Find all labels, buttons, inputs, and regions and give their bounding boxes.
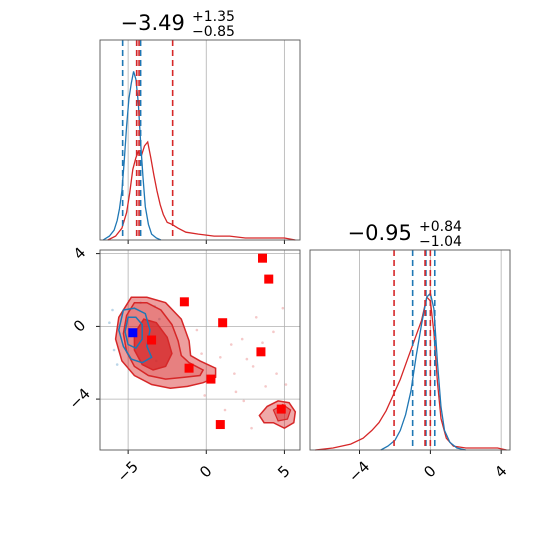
x-marginal-frame <box>99 39 301 241</box>
red-contour-inner <box>133 318 173 371</box>
red-square-marker-4 <box>147 335 157 345</box>
red-square-marker-2 <box>258 253 267 263</box>
y-tick-label: 4 <box>70 244 89 263</box>
red-sample-point-3 <box>251 365 255 368</box>
y-title-main: −0.95 <box>348 221 412 245</box>
red-sample-point-12 <box>234 390 238 394</box>
red-square-marker-1 <box>218 318 228 328</box>
blue-sample-point-6 <box>115 363 119 366</box>
red-sample-point-6 <box>254 315 258 319</box>
blue-sample-point-0 <box>111 308 114 312</box>
y-tick-label: −4 <box>65 385 93 413</box>
red-sample-point-18 <box>250 426 253 430</box>
x-tick-label: −5 <box>114 457 142 485</box>
x-marginal-histogram-panel <box>99 39 301 244</box>
joint-distribution-panel <box>96 249 301 454</box>
x-tick-label: 0 <box>196 462 215 481</box>
blue-sample-point-4 <box>108 321 111 325</box>
red-sample-point-8 <box>195 328 199 332</box>
red-sample-point-10 <box>264 385 267 388</box>
y-tick-label: 0 <box>70 316 89 335</box>
y-marginal-histogram-panel <box>309 249 511 454</box>
y-title-sup: +0.84 <box>419 219 462 235</box>
red-sample-point-7 <box>281 306 285 310</box>
y-marginal-tick-label: 0 <box>420 462 439 481</box>
red-square-marker-9 <box>215 420 225 430</box>
red-square-marker-0 <box>179 297 189 307</box>
red-sample-point-17 <box>203 394 206 397</box>
red-sample-point-13 <box>284 383 288 386</box>
x-title-sub: −0.85 <box>192 24 235 40</box>
blue-contour-outer <box>118 307 153 364</box>
x-tick-label: 5 <box>274 462 293 481</box>
y-marginal-tick-label: −4 <box>345 457 373 485</box>
red-sample-point-19 <box>223 408 227 412</box>
y-marginal-red-histogram <box>315 295 507 451</box>
y-marginal-blue-histogram <box>380 291 466 451</box>
red-square-marker-8 <box>276 404 286 414</box>
x-marginal-red-histogram <box>107 140 296 241</box>
red-sample-point-4 <box>272 330 275 334</box>
red-square-marker-6 <box>206 374 216 384</box>
y-title-sub: −1.04 <box>419 234 462 250</box>
red-square-marker-7 <box>256 347 266 357</box>
red-sample-point-5 <box>245 357 249 361</box>
blue-square-marker <box>128 328 138 338</box>
y-marginal-tick-labels: −4 0 4 <box>345 457 511 485</box>
red-sample-point-14 <box>219 355 222 359</box>
x-marginal-blue-histogram <box>102 71 162 241</box>
red-square-marker-5 <box>184 363 194 373</box>
blue-sample-point-1 <box>112 348 116 352</box>
red-sample-point-1 <box>229 343 233 346</box>
x-title-main: −3.49 <box>121 11 185 35</box>
red-sample-point-15 <box>261 341 264 345</box>
x-axis-tick-labels: −5 0 5 <box>114 457 294 485</box>
red-sample-point-0 <box>200 352 203 355</box>
blue-contour-inner <box>124 316 143 350</box>
y-param-title: −0.95 +0.84 −1.04 <box>348 216 467 250</box>
y-marginal-tick-label: 4 <box>491 462 510 481</box>
blue-sample-point-7 <box>158 317 161 321</box>
red-sample-point-2 <box>240 337 244 341</box>
x-title-sup: +1.35 <box>192 9 235 25</box>
red-sample-point-9 <box>233 372 236 375</box>
y-axis-tick-labels: −4 0 4 <box>65 244 93 413</box>
y-marginal-frame <box>309 249 511 451</box>
red-square-marker-3 <box>264 274 274 284</box>
red-sample-point-11 <box>242 399 246 403</box>
joint-frame <box>99 249 301 451</box>
x-param-title: −3.49 +1.35 −0.85 <box>121 6 240 40</box>
red-sample-point-16 <box>275 372 278 375</box>
